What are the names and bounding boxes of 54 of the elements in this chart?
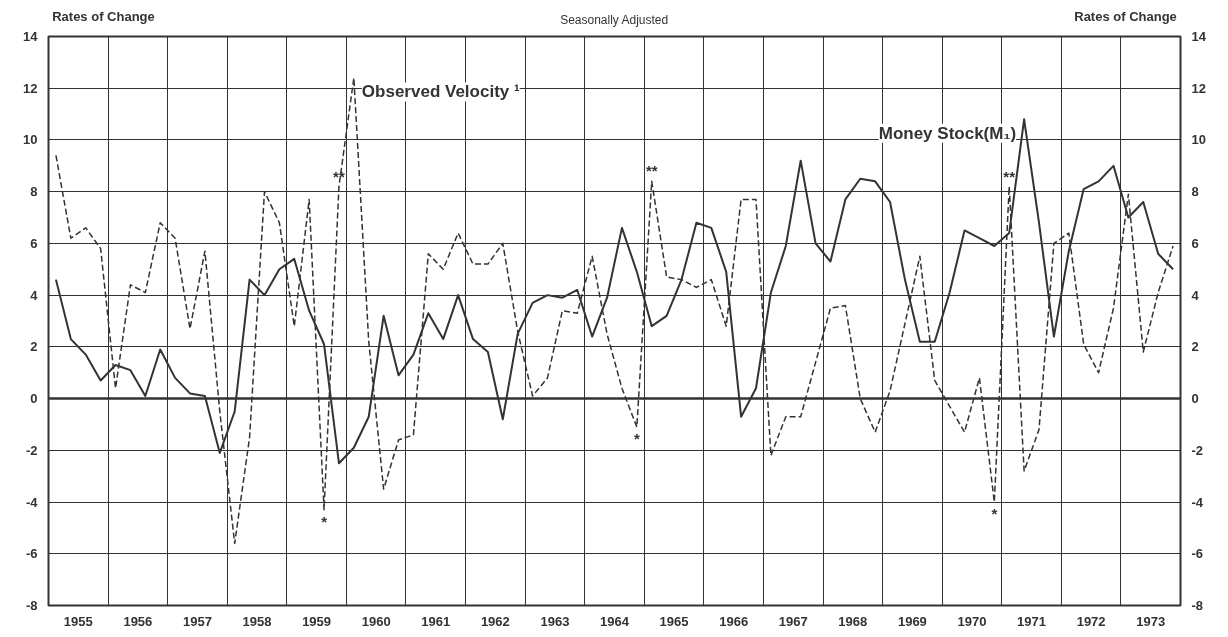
x-tick-label: 1967 [778, 613, 808, 629]
y-tick-label: -4 [25, 494, 39, 510]
x-tick-label: 1962 [480, 613, 510, 629]
y2-tick-label: -4 [1191, 494, 1204, 510]
annotation: * [633, 430, 640, 448]
x-tick-label: 1966 [719, 613, 749, 629]
y2-tick-label: 6 [1191, 235, 1199, 251]
annotation: ** [333, 167, 345, 185]
annotation: * [321, 512, 328, 530]
annotation: * [991, 505, 998, 523]
y-tick-label: 12 [23, 80, 38, 96]
y2-tick-label: -8 [1191, 598, 1204, 613]
x-tick-label: 1965 [659, 613, 689, 629]
y2-tick-label: -2 [1191, 442, 1204, 458]
y-tick-label: 4 [30, 287, 39, 303]
y2-tick-label: 10 [1191, 132, 1206, 148]
annotation: ** [645, 162, 658, 180]
y-tick-label: 14 [23, 29, 39, 44]
x-tick-label: 1956 [123, 613, 153, 629]
y-tick-label: 2 [30, 339, 38, 355]
y-tick-label: 6 [30, 235, 38, 251]
y-axis-title: Rates of Change [52, 9, 155, 24]
y2-tick-label: 0 [1191, 391, 1199, 407]
x-tick-label: 1968 [838, 613, 868, 629]
x-tick-label: 1972 [1076, 613, 1106, 629]
annotation: ** [1003, 167, 1016, 185]
x-tick-label: 1959 [302, 613, 332, 629]
x-tick-label: 1969 [897, 613, 927, 629]
y-tick-label: 8 [30, 184, 38, 200]
y2-tick-label: 2 [1191, 339, 1199, 355]
y2-tick-label: 4 [1191, 287, 1200, 303]
x-tick-label: 1971 [1017, 613, 1047, 629]
x-tick-label: 1970 [957, 613, 987, 629]
y-tick-label: 0 [30, 391, 38, 407]
y2-tick-label: 8 [1191, 184, 1199, 200]
y-tick-label: -8 [25, 598, 38, 613]
series-label: Observed Velocity ¹ [361, 82, 520, 102]
y2-tick-label: -6 [1191, 546, 1204, 562]
x-tick-label: 1973 [1136, 613, 1166, 629]
y-tick-label: 10 [23, 132, 38, 148]
x-tick-label: 1964 [600, 613, 630, 629]
x-tick-label: 1955 [63, 613, 93, 629]
y-tick-label: -2 [25, 442, 38, 458]
x-tick-label: 1960 [361, 613, 391, 629]
series-label: Money Stock(M₁) [878, 123, 1017, 143]
x-tick-label: 1961 [421, 613, 451, 629]
y2-tick-label: 12 [1191, 80, 1206, 96]
y2-axis-title: Rates of Change [1074, 9, 1177, 24]
x-tick-label: 1957 [182, 613, 212, 629]
y2-tick-label: 14 [1191, 29, 1207, 44]
x-tick-label: 1958 [242, 613, 272, 629]
x-tick-label: 1963 [540, 613, 570, 629]
chart-subtitle: Seasonally Adjusted [560, 12, 669, 27]
y-tick-label: -6 [25, 546, 38, 562]
